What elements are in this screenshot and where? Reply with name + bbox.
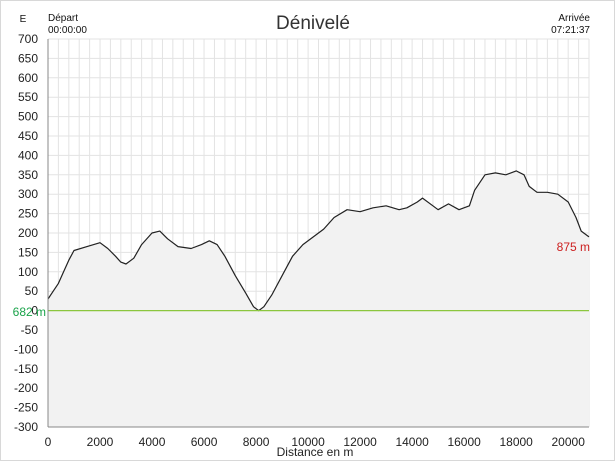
x-axis-label: Distance en m (277, 445, 354, 459)
y-tick-label: 150 (18, 245, 38, 259)
y-tick-label: 200 (18, 226, 38, 240)
x-axis: 0 2000 4000 6000 8000 10000 12000 14000 16000 180… (45, 426, 589, 449)
chart-title: Dénivelé (276, 13, 350, 34)
x-tick-label: 2000 (87, 435, 114, 449)
start-altitude-label: 682 m (13, 305, 46, 319)
y-tick-label: 450 (18, 129, 38, 143)
end-altitude-label: 875 m (557, 240, 590, 254)
y-tick-label: 300 (18, 187, 38, 201)
unit-label: E (20, 14, 27, 25)
y-tick-label: -200 (14, 381, 38, 395)
y-axis: 7006506005505004504003503002502001501005… (14, 32, 49, 434)
y-tick-label: 650 (18, 51, 38, 65)
x-tick-label: 18000 (499, 435, 533, 449)
end-label: Arrivée (558, 13, 590, 24)
x-tick-label: 16000 (447, 435, 481, 449)
y-tick-label: -100 (14, 342, 38, 356)
x-tick-label: 8000 (243, 435, 270, 449)
x-tick-label: 0 (45, 435, 52, 449)
y-tick-label: -250 (14, 401, 38, 415)
x-tick-label: 20000 (552, 435, 586, 449)
y-tick-label: 400 (18, 148, 38, 162)
x-tick-label: 12000 (343, 435, 377, 449)
start-time: 00:00:00 (48, 25, 87, 36)
elevation-line (47, 170, 590, 312)
y-tick-label: 600 (18, 71, 38, 85)
y-tick-label: 350 (18, 168, 38, 182)
y-tick-label: -300 (14, 420, 38, 434)
y-tick-label: 550 (18, 90, 38, 104)
elevation-area (48, 170, 589, 427)
x-tick-label: 10000 (291, 435, 325, 449)
y-tick-label: -50 (21, 323, 39, 337)
y-tick-label: 500 (18, 110, 38, 124)
y-tick-label: 100 (18, 265, 38, 279)
x-tick-label: 14000 (395, 435, 429, 449)
y-tick-label: 250 (18, 207, 38, 221)
x-tick-label: 4000 (139, 435, 166, 449)
plot-area (47, 170, 590, 427)
y-tick-label: 700 (18, 32, 38, 46)
y-tick-label: 0 (31, 304, 38, 318)
y-tick-label: -150 (14, 362, 38, 376)
x-tick-label: 6000 (191, 435, 218, 449)
end-time: 07:21:37 (551, 25, 590, 36)
y-tick-label: 50 (25, 284, 39, 298)
start-label: Départ (48, 13, 78, 24)
